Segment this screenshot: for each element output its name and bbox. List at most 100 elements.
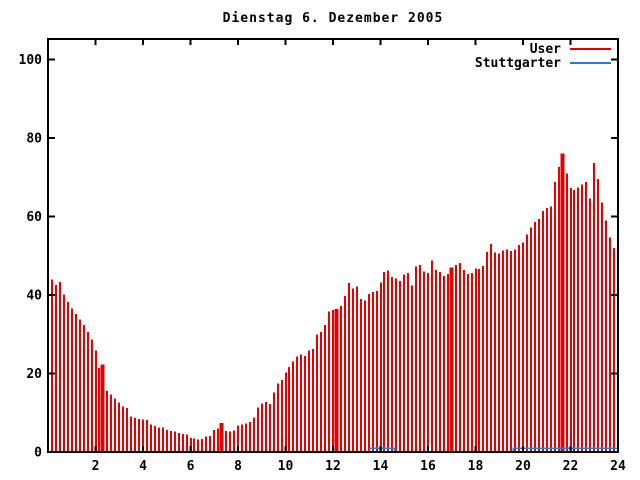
chart-bar	[577, 187, 579, 452]
chart-bar	[59, 282, 61, 452]
x-tick-label: 6	[187, 459, 195, 474]
chart-bar	[288, 367, 290, 452]
chart-bar	[213, 430, 215, 452]
chart-bar	[526, 234, 528, 452]
chart-bar	[277, 383, 279, 452]
chart-bar	[506, 249, 508, 452]
chart-bar	[304, 356, 306, 452]
x-tick-label: 16	[420, 459, 436, 474]
chart-bar	[233, 430, 235, 452]
chart-bar	[387, 270, 389, 452]
x-tick-label: 12	[325, 459, 341, 474]
chart-bar	[383, 272, 385, 452]
chart-bar	[79, 319, 81, 452]
chart-bar	[570, 188, 572, 452]
x-tick-label: 20	[515, 459, 531, 474]
chart-bar	[589, 198, 591, 452]
chart-bar	[281, 379, 283, 452]
chart-bar	[419, 265, 421, 452]
chart-bar	[265, 402, 267, 452]
x-tick-label: 24	[610, 459, 626, 474]
y-tick-label: 0	[34, 446, 42, 461]
chart-bar	[249, 422, 251, 452]
chart-bar	[344, 295, 346, 452]
chart-bar	[447, 273, 449, 452]
chart-bar	[395, 278, 397, 452]
chart-bar	[368, 294, 370, 452]
chart-bar	[63, 294, 65, 452]
chart-bar	[554, 182, 556, 452]
chart-bar	[364, 300, 366, 452]
chart-bar	[613, 247, 615, 452]
chart-bar	[75, 313, 77, 452]
chart-bar	[550, 206, 552, 452]
chart-bar	[411, 285, 413, 452]
chart-bar	[138, 419, 140, 452]
chart-bar	[534, 222, 536, 452]
legend: User Stuttgarter	[474, 41, 611, 71]
stuttgarter-line	[369, 447, 396, 452]
y-tick-label: 60	[26, 210, 42, 225]
chart-bar	[106, 390, 108, 452]
chart-bar	[162, 427, 164, 452]
chart-bar	[514, 249, 516, 452]
chart-bar	[348, 283, 350, 452]
chart-bar	[585, 182, 587, 452]
chart-bar	[356, 286, 358, 452]
chart-bar	[352, 288, 354, 452]
chart-bar	[593, 163, 595, 452]
chart-bar	[597, 178, 599, 453]
chart-bar	[471, 273, 473, 452]
chart-bar	[502, 250, 504, 452]
chart-bar	[178, 433, 180, 452]
chart-bar	[292, 361, 294, 452]
chart-bar	[219, 423, 224, 452]
chart-bar	[403, 274, 405, 452]
chart-bar	[205, 436, 207, 452]
chart-bar	[166, 430, 168, 452]
y-tick-label: 20	[26, 367, 42, 382]
chart-bar	[407, 273, 409, 452]
chart-bar	[332, 309, 334, 452]
x-tick-label: 10	[278, 459, 294, 474]
chart-bar	[217, 428, 219, 452]
chart-bar	[546, 207, 548, 452]
chart-bar	[197, 439, 199, 452]
chart-bar	[609, 237, 611, 452]
chart-bar	[334, 309, 339, 452]
chart-bar	[91, 339, 93, 452]
chart-bar	[558, 167, 560, 452]
chart-bar	[320, 331, 322, 452]
chart-bar	[237, 425, 239, 452]
chart-bar	[122, 406, 124, 452]
chart-bar	[490, 244, 492, 452]
chart-bar	[427, 273, 429, 452]
chart-bar	[134, 417, 136, 452]
chart-bar	[510, 251, 512, 452]
chart-bar	[269, 404, 271, 452]
chart-bar	[186, 434, 188, 452]
chart-bar	[245, 423, 247, 452]
chart-bar	[209, 435, 211, 452]
chart-bar	[518, 244, 520, 452]
y-tick-label: 100	[19, 53, 43, 68]
legend-label-user: User	[529, 41, 561, 57]
chart-bar	[110, 394, 112, 452]
chart-bar	[494, 252, 496, 452]
chart-bar	[478, 269, 480, 452]
chart-bar	[538, 218, 540, 452]
legend-label-stuttgarter: Stuttgarter	[474, 55, 561, 71]
chart-bar	[83, 324, 85, 452]
chart-bar	[308, 350, 310, 452]
chart-bar	[475, 268, 477, 452]
chart-bar	[376, 291, 378, 452]
chart-bar	[324, 324, 326, 452]
chart-bar	[300, 354, 302, 452]
chart-bar	[257, 407, 259, 452]
chart-bar	[126, 408, 128, 452]
chart-bar	[391, 276, 393, 452]
chart-bar	[100, 364, 105, 452]
chart-bar	[340, 306, 342, 452]
chart-bar	[522, 242, 524, 452]
